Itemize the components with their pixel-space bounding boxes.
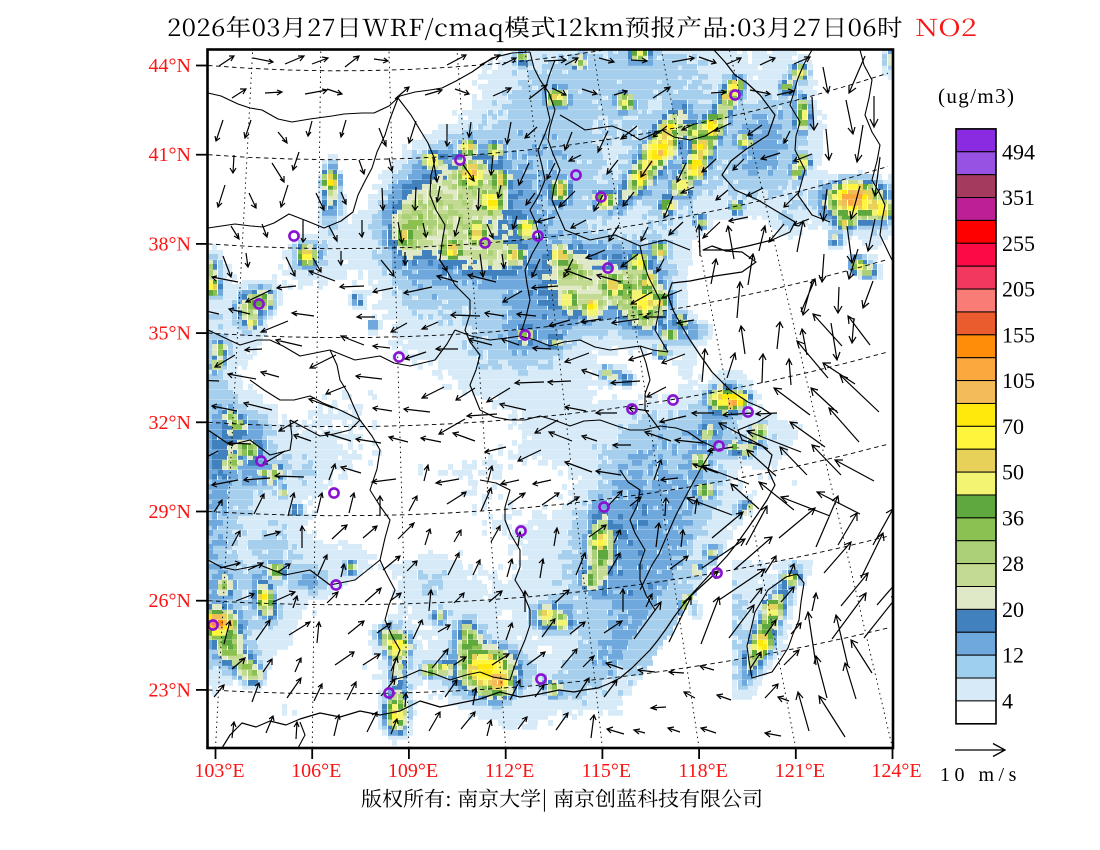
svg-text:32°N: 32°N bbox=[149, 412, 191, 434]
svg-text:35°N: 35°N bbox=[149, 323, 191, 345]
svg-text:115°E: 115°E bbox=[582, 760, 631, 782]
svg-text:70: 70 bbox=[1002, 414, 1024, 439]
svg-text:109°E: 109°E bbox=[388, 760, 438, 782]
svg-text:155: 155 bbox=[1002, 322, 1035, 347]
svg-text:106°E: 106°E bbox=[291, 760, 341, 782]
svg-text:38°N: 38°N bbox=[149, 233, 191, 255]
svg-text:20: 20 bbox=[1002, 597, 1024, 622]
svg-text:41°N: 41°N bbox=[149, 144, 191, 166]
svg-text:36: 36 bbox=[1002, 505, 1024, 530]
svg-text:124°E: 124°E bbox=[871, 760, 921, 782]
svg-text:29°N: 29°N bbox=[149, 501, 191, 523]
svg-text:50: 50 bbox=[1002, 460, 1024, 485]
svg-text:112°E: 112°E bbox=[485, 760, 534, 782]
svg-text:44°N: 44°N bbox=[149, 55, 191, 77]
svg-text:23°N: 23°N bbox=[149, 679, 191, 701]
svg-text:4: 4 bbox=[1002, 688, 1013, 713]
svg-text:121°E: 121°E bbox=[775, 760, 825, 782]
svg-text:28: 28 bbox=[1002, 551, 1024, 576]
svg-text:118°E: 118°E bbox=[678, 760, 727, 782]
svg-text:494: 494 bbox=[1002, 139, 1035, 164]
svg-text:105: 105 bbox=[1002, 368, 1035, 393]
svg-text:12: 12 bbox=[1002, 643, 1024, 668]
svg-text:351: 351 bbox=[1002, 185, 1035, 210]
svg-text:205: 205 bbox=[1002, 277, 1035, 302]
svg-text:255: 255 bbox=[1002, 231, 1035, 256]
svg-text:26°N: 26°N bbox=[149, 590, 191, 612]
svg-text:(ug/m3): (ug/m3) bbox=[938, 84, 1015, 108]
svg-text:103°E: 103°E bbox=[194, 760, 244, 782]
svg-text:10 m/s: 10 m/s bbox=[940, 764, 1021, 786]
